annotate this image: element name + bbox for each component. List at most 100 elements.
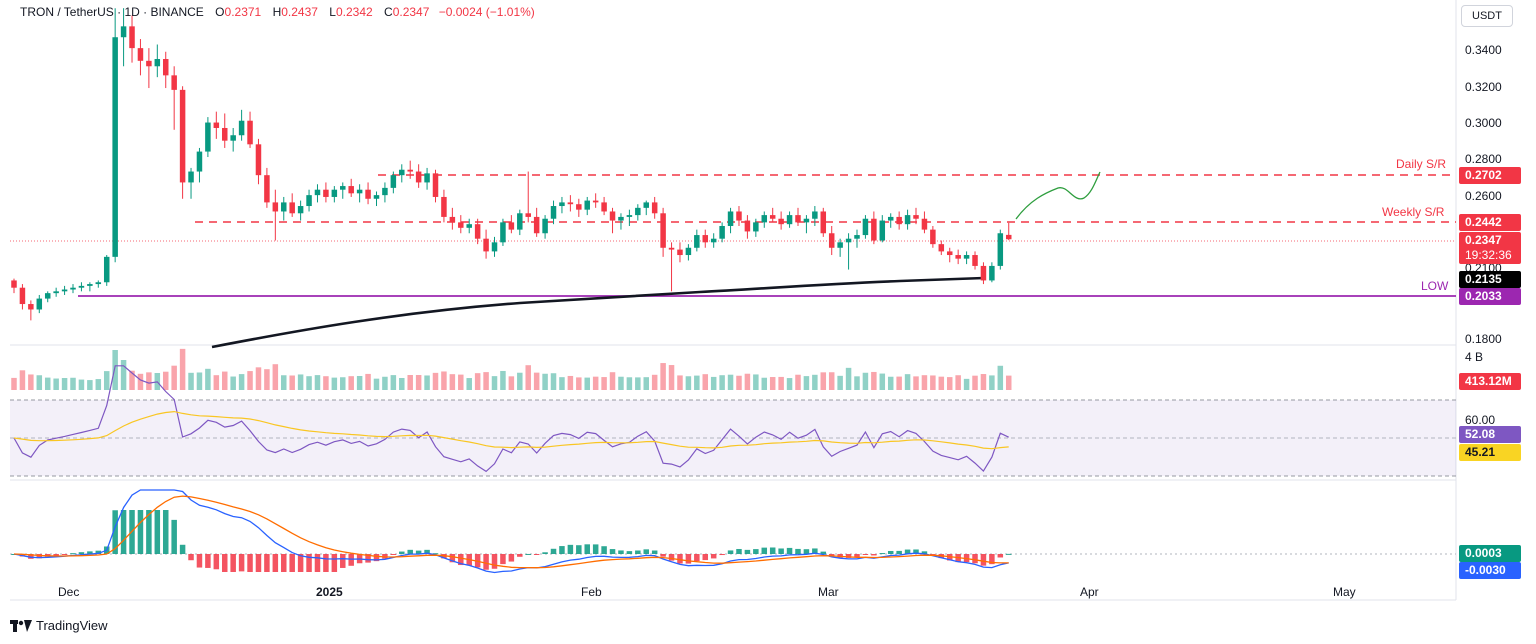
macd-histogram-bar <box>230 554 236 572</box>
volume-bar <box>264 369 270 390</box>
candles-layer <box>11 8 1012 321</box>
candle-body <box>635 207 641 216</box>
volume-bar <box>778 376 784 390</box>
candle-body <box>95 282 102 285</box>
volume-bar <box>795 374 801 390</box>
volume-bar <box>222 371 228 390</box>
candle-body <box>567 202 574 205</box>
candle-body <box>323 189 329 197</box>
candle-body <box>980 265 987 281</box>
macd-histogram-bar <box>297 554 304 572</box>
volume-bar <box>812 374 818 390</box>
volume-bar <box>626 377 633 390</box>
candle-body <box>576 204 582 210</box>
macd-histogram-bar <box>592 544 599 554</box>
volume-bar <box>188 372 194 390</box>
rsi-line <box>13 365 1009 473</box>
volume-bar <box>727 374 734 390</box>
macd-histogram-bar <box>1005 553 1012 555</box>
volume-bar <box>205 368 211 390</box>
volume-bar <box>373 378 380 390</box>
candle-body <box>432 173 439 197</box>
tradingview-brand[interactable]: TradingView <box>10 618 108 633</box>
candle-body <box>559 202 565 207</box>
candle-body <box>272 202 279 212</box>
volume-bar <box>500 370 506 390</box>
brand-name: TradingView <box>36 618 108 633</box>
candle-body <box>592 200 599 203</box>
volume-bar <box>61 378 68 390</box>
candle-body <box>331 189 338 197</box>
candle-body <box>373 195 380 199</box>
volume-bar <box>904 374 911 390</box>
candle-body <box>550 206 557 219</box>
candle-body <box>584 200 590 210</box>
volume-bar <box>997 365 1004 390</box>
moving-average-line <box>211 276 985 349</box>
rsi-value-tag: 52.08 <box>1459 426 1521 443</box>
macd-histogram-bar <box>205 554 211 568</box>
candle-body <box>963 255 970 259</box>
volume-bar <box>896 376 902 390</box>
currency-unit-button[interactable]: USDT <box>1461 5 1513 27</box>
macd-value-tag: -0.0030 <box>1459 562 1521 579</box>
candle-body <box>399 169 405 176</box>
macd-histogram-bar <box>845 554 852 558</box>
macd-histogram-bar <box>736 548 742 554</box>
candle-body <box>281 202 287 212</box>
candle-body <box>255 144 262 176</box>
candle-body <box>677 249 683 256</box>
rsi-level-label: 60.00 <box>1465 413 1496 427</box>
candle-body <box>930 229 936 245</box>
macd-histogram-bar <box>483 554 489 570</box>
macd-histogram-bar <box>651 550 658 554</box>
volume-bar <box>820 372 827 390</box>
candle-body <box>828 233 835 248</box>
candle-body <box>424 173 430 183</box>
candle-body <box>820 211 827 234</box>
volume-bar <box>601 377 607 390</box>
macd-histogram-bar <box>306 554 312 572</box>
macd-histogram-bar <box>677 554 683 564</box>
macd-histogram-bar <box>887 550 894 554</box>
volume-bar <box>306 376 312 390</box>
volume-bar <box>542 373 548 390</box>
macd-histogram-bar <box>213 554 220 570</box>
volume-bar <box>989 375 995 390</box>
macd-histogram-bar <box>61 554 68 555</box>
macd-histogram-bar <box>576 545 582 554</box>
candle-body <box>449 216 456 223</box>
candle-body <box>508 222 515 230</box>
macd-histogram-bar <box>828 554 835 556</box>
volume-bar <box>356 375 363 390</box>
candle-body <box>483 238 489 252</box>
volume-bar <box>651 374 658 390</box>
candle-body <box>744 220 751 232</box>
macd-histogram-bar <box>643 549 649 554</box>
candle-body <box>44 293 51 299</box>
macd-histogram-bar <box>365 554 371 563</box>
macd-histogram-bar <box>533 554 540 555</box>
macd-histogram-bar <box>997 554 1004 558</box>
macd-histogram-bar <box>28 554 34 559</box>
candle-body <box>297 206 304 214</box>
low-value: 0.2342 <box>335 5 373 19</box>
volume-layer <box>11 348 1012 390</box>
macd-histogram-bar <box>281 554 287 572</box>
macd-histogram-bar <box>517 554 523 557</box>
candle-body <box>365 189 371 199</box>
volume-bar <box>314 375 321 390</box>
volume-bar <box>955 375 961 390</box>
symbol-title[interactable]: TRON / TetherUS · 1D · BINANCE <box>20 5 204 19</box>
candle-body <box>61 289 68 292</box>
volume-bar <box>862 372 869 390</box>
macd-histogram-bar <box>795 548 801 554</box>
macd-histogram-bar <box>373 554 380 562</box>
macd-histogram-bar <box>879 553 886 555</box>
volume-bar <box>694 375 700 390</box>
low-level-tag: 0.2033 <box>1459 288 1521 305</box>
macd-histogram-bar <box>407 549 413 554</box>
candle-body <box>154 59 161 67</box>
volume-bar <box>702 374 709 390</box>
